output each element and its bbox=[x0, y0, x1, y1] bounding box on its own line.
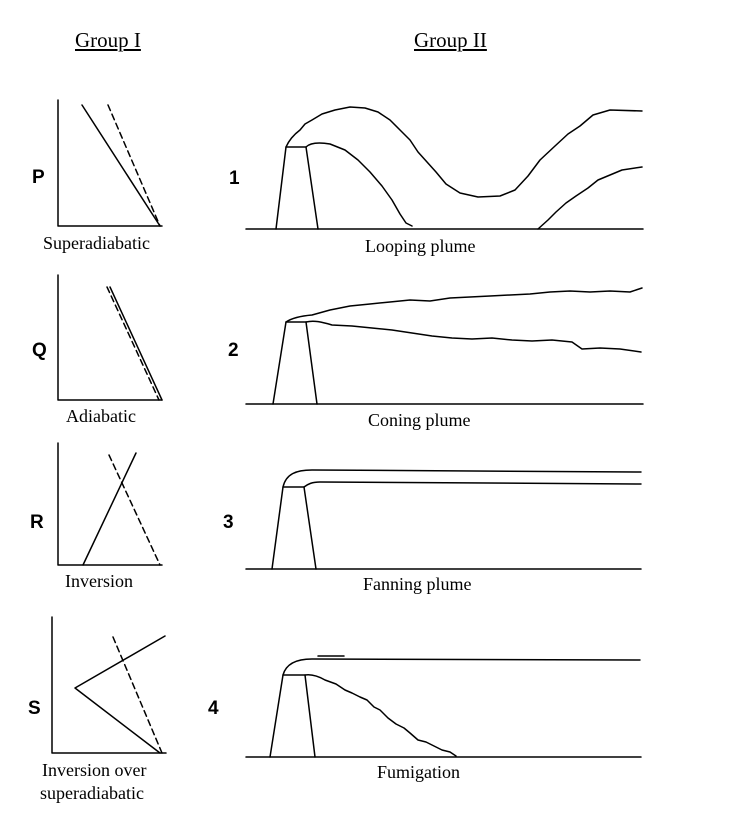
plume-fumigation bbox=[245, 655, 642, 758]
plume-lower-edge-3 bbox=[303, 481, 642, 488]
plume-return-edge-1 bbox=[537, 166, 643, 230]
caption-looping-plume: Looping plume bbox=[365, 236, 476, 256]
plume-lower-edge-4 bbox=[304, 674, 457, 757]
environmental-lapse-line-s bbox=[74, 635, 166, 754]
group-1-header: Group I bbox=[75, 28, 141, 52]
plume-upper-edge-2 bbox=[285, 287, 643, 323]
environmental-lapse-line-p bbox=[81, 104, 161, 227]
axes-s bbox=[51, 616, 167, 754]
caption-inversion-over-line1: Inversion over bbox=[42, 760, 147, 780]
label-3: 3 bbox=[223, 512, 234, 533]
environmental-lapse-line-r bbox=[82, 452, 137, 566]
plume-lower-edge-1 bbox=[305, 142, 413, 227]
profile-inversion bbox=[57, 442, 163, 566]
caption-superadiabatic: Superadiabatic bbox=[43, 233, 150, 253]
axes-r bbox=[57, 442, 163, 566]
stack-1 bbox=[275, 146, 319, 230]
axes-p bbox=[57, 99, 163, 227]
plume-fanning bbox=[245, 469, 642, 570]
caption-fumigation: Fumigation bbox=[377, 762, 461, 782]
caption-adiabatic: Adiabatic bbox=[66, 406, 136, 426]
plume-looping bbox=[245, 106, 644, 230]
plume-upper-edge-1 bbox=[285, 106, 643, 198]
plume-upper-edge-4 bbox=[282, 658, 641, 676]
label-q: Q bbox=[32, 340, 47, 361]
stack-2 bbox=[272, 321, 318, 405]
label-1: 1 bbox=[229, 168, 240, 189]
adiabatic-reference-line-r bbox=[108, 454, 161, 566]
caption-coning-plume: Coning plume bbox=[368, 410, 471, 430]
caption-fanning-plume: Fanning plume bbox=[363, 574, 472, 594]
stack-4 bbox=[269, 674, 316, 758]
plume-upper-edge-3 bbox=[282, 469, 642, 488]
group-2-header: Group II bbox=[414, 28, 487, 52]
stack-3 bbox=[271, 486, 317, 570]
label-r: R bbox=[30, 512, 44, 533]
profile-adiabatic bbox=[57, 274, 163, 401]
caption-inversion: Inversion bbox=[65, 571, 133, 591]
label-s: S bbox=[28, 698, 41, 719]
label-4: 4 bbox=[208, 698, 219, 719]
plume-coning bbox=[245, 287, 644, 405]
axes-q bbox=[57, 274, 163, 401]
environmental-lapse-line-q bbox=[109, 286, 163, 401]
label-p: P bbox=[32, 167, 45, 188]
profile-inversion-over-superadiabatic bbox=[51, 616, 167, 754]
adiabatic-reference-line-q bbox=[106, 286, 160, 401]
plume-lower-edge-2 bbox=[305, 320, 642, 353]
adiabatic-reference-line-s bbox=[112, 636, 163, 754]
caption-inversion-over-line2: superadiabatic bbox=[40, 783, 144, 803]
label-2: 2 bbox=[228, 340, 239, 361]
profile-superadiabatic bbox=[57, 99, 163, 227]
adiabatic-reference-line-p bbox=[107, 104, 161, 227]
